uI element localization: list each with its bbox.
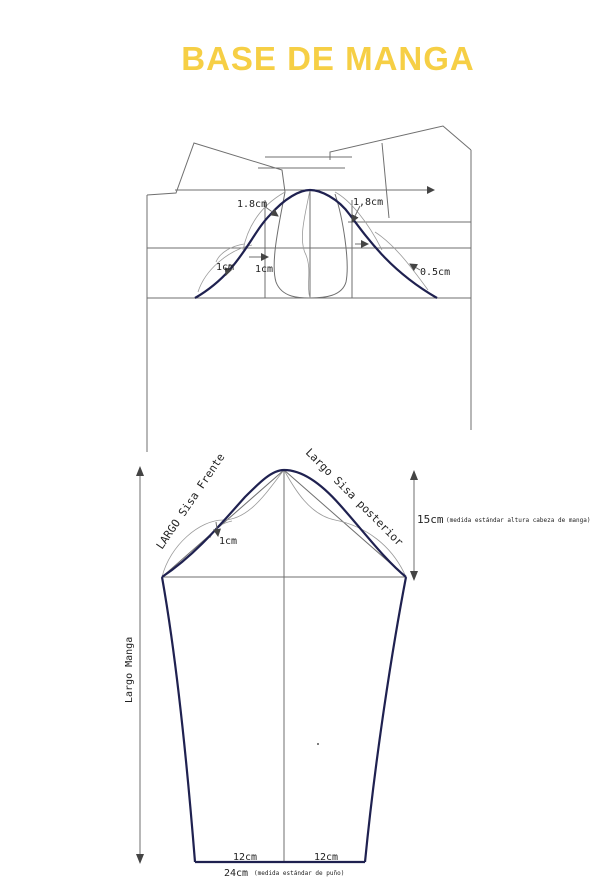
front-shoulder <box>146 142 286 196</box>
sleeve-back-side <box>363 576 408 863</box>
label-front-b: 1cm <box>255 264 273 275</box>
sleeve-front-side <box>160 576 197 863</box>
helper-arc <box>301 189 311 299</box>
cap-height-arrow-top <box>410 470 418 480</box>
page-title: BASE DE MANGA <box>181 40 475 77</box>
dot-mark <box>317 743 319 745</box>
front-armhole-guide <box>161 469 285 578</box>
label-front-depth: 1.8cm <box>237 199 267 210</box>
marker-arrow-3 <box>263 205 279 217</box>
label-front-armhole: LARGO Sisa Frente <box>154 451 228 552</box>
back-helper-arc <box>374 231 429 291</box>
label-back: 0.5cm <box>420 267 450 278</box>
cap-height-arrow-bottom <box>410 571 418 581</box>
sleeve-cap-curve-bodice <box>194 188 438 299</box>
sleeve-length-arrow-top <box>136 466 144 476</box>
cuff-left-label: 12cm <box>233 852 257 863</box>
armhole-outline <box>273 191 348 299</box>
cap-height-value: 15cm <box>417 513 444 526</box>
marker-arrow-4 <box>351 205 361 223</box>
cap-height-note: (medida estándar altura cabeza de manga) <box>446 517 591 524</box>
back-inner-arc <box>334 191 383 251</box>
label-front-a: 1cm <box>216 262 234 273</box>
cuff-right-label: 12cm <box>314 852 338 863</box>
sleeve-length-label: Largo Manga <box>124 637 135 703</box>
back-helper-curve <box>283 469 407 578</box>
back-shoulder <box>329 125 472 160</box>
back-dart-line <box>381 142 390 219</box>
sleeve-draft: LARGO Sisa Frente Largo Sisa posterior 1… <box>124 446 591 879</box>
front-helper-arc <box>197 244 253 293</box>
cuff-note: (medida estándar de puño) <box>254 870 344 877</box>
sleeve-length-arrow-bottom <box>136 854 144 864</box>
cuff-total-label: 24cm <box>224 868 248 879</box>
marker-arrow-6 <box>409 263 421 272</box>
front-inner-arc <box>242 191 286 251</box>
back-armhole-guide <box>283 469 407 578</box>
curve-depth-arrow <box>213 521 221 537</box>
bodice-draft: 1.8cm 1,8cm 1cm 1cm 0.5cm <box>146 125 472 452</box>
label-back-armhole: Largo Sisa posterior <box>303 446 406 549</box>
marker-arrow-5 <box>224 263 233 276</box>
front-small-arc <box>215 243 245 263</box>
label-back-depth: 1,8cm <box>353 197 383 208</box>
label-curve-depth: 1cm <box>219 536 237 547</box>
